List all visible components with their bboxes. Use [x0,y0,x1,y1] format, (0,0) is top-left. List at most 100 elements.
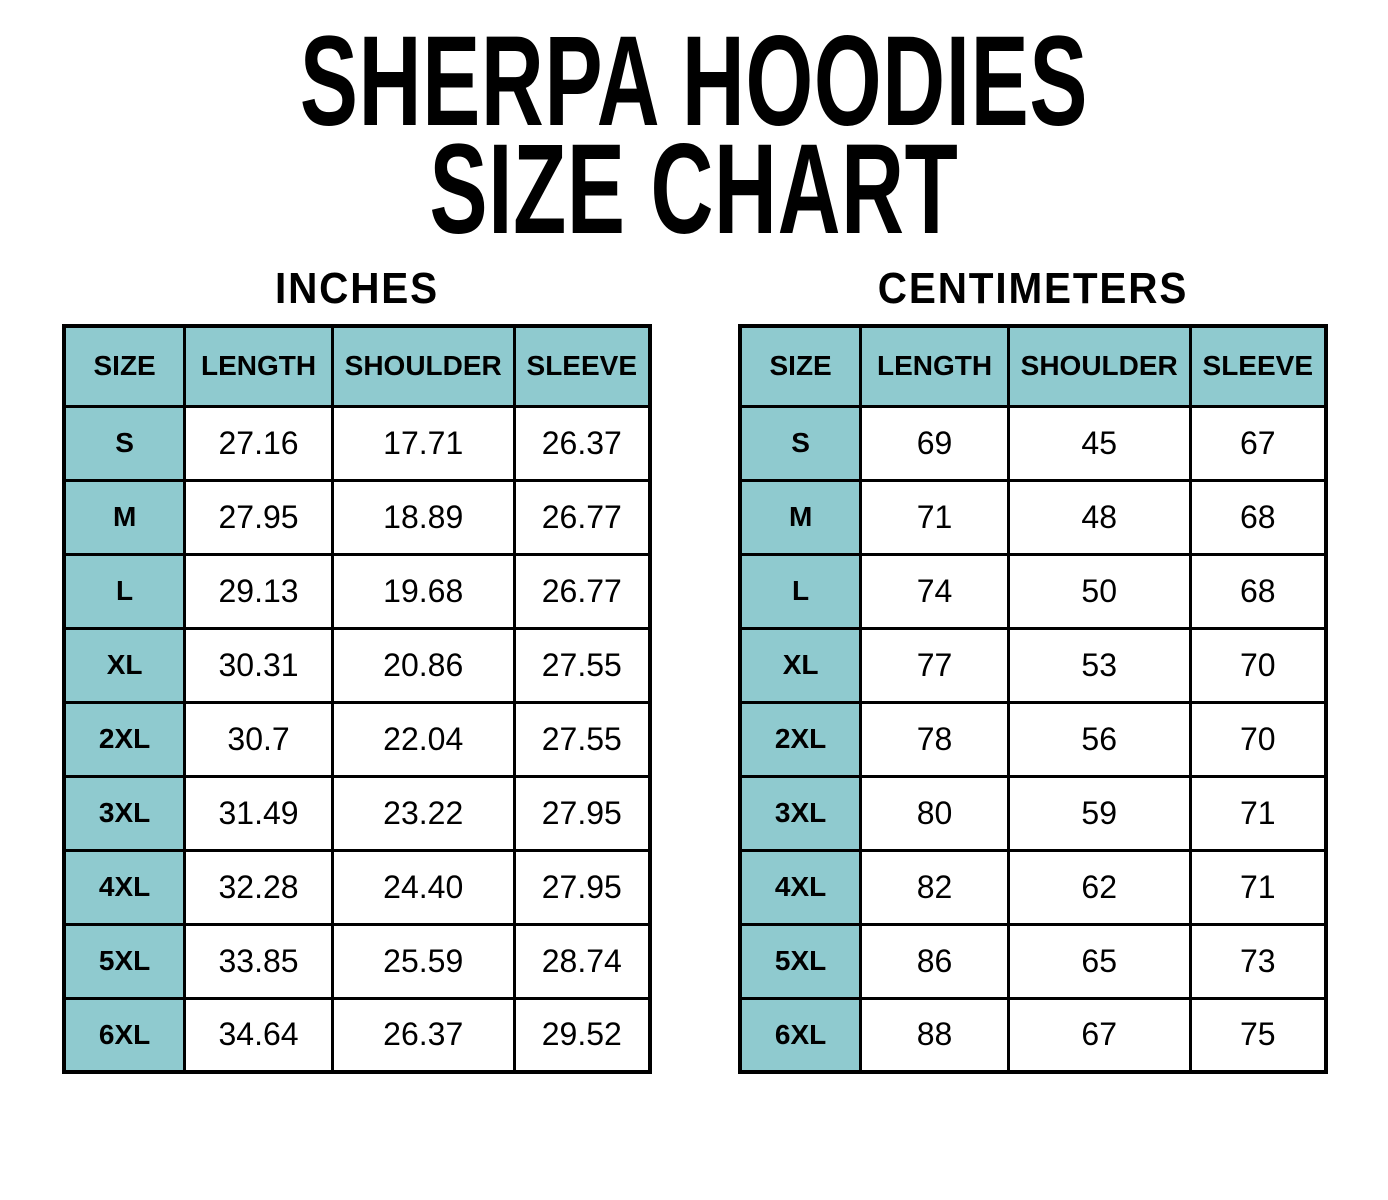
table-row: 4XL 82 62 71 [738,848,1328,926]
value-cell: 82 [859,848,1010,926]
size-label-cell: 6XL [738,996,863,1074]
centimeters-heading: CENTIMETERS [877,264,1189,313]
value-cell: 17.71 [330,404,516,482]
size-label-cell: 3XL [738,774,863,852]
value-cell: 27.55 [512,626,652,704]
table-row: M 27.95 18.89 26.77 [62,478,652,556]
inches-table-section: INCHES SIZE LENGTH SHOULDER SLEEVE S 27.16 17… [62,264,652,1074]
column-header-length: LENGTH [859,324,1010,408]
centimeters-size-table: SIZE LENGTH SHOULDER SLEEVE S 69 45 67 M 71 48 68 L… [738,324,1328,1074]
tables-container: INCHES SIZE LENGTH SHOULDER SLEEVE S 27.16 17… [0,264,1388,1074]
table-row: 3XL 31.49 23.22 27.95 [62,774,652,852]
value-cell: 18.89 [330,478,516,556]
value-cell: 33.85 [183,922,334,1000]
column-header-sleeve: SLEEVE [1188,324,1328,408]
value-cell: 67 [1006,996,1192,1074]
size-label-cell: 4XL [738,848,863,926]
column-header-shoulder: SHOULDER [330,324,516,408]
table-row: 4XL 32.28 24.40 27.95 [62,848,652,926]
size-label-cell: 6XL [62,996,187,1074]
value-cell: 75 [1188,996,1328,1074]
value-cell: 27.95 [183,478,334,556]
size-label-cell: L [738,552,863,630]
value-cell: 23.22 [330,774,516,852]
table-row: 5XL 86 65 73 [738,922,1328,1000]
size-label-cell: 4XL [62,848,187,926]
header-row: SIZE LENGTH SHOULDER SLEEVE [62,324,652,408]
column-header-shoulder: SHOULDER [1006,324,1192,408]
table-row: 6XL 88 67 75 [738,996,1328,1074]
centimeters-table-section: CENTIMETERS SIZE LENGTH SHOULDER SLEEVE S 69… [738,264,1328,1074]
page-title-line-1: SHERPA HOODIES [299,10,1089,153]
centimeters-table-header: SIZE LENGTH SHOULDER SLEEVE [738,324,1328,408]
value-cell: 71 [1188,774,1328,852]
value-cell: 20.86 [330,626,516,704]
table-row: 6XL 34.64 26.37 29.52 [62,996,652,1074]
value-cell: 27.95 [512,774,652,852]
value-cell: 27.16 [183,404,334,482]
page-title: SHERPA HOODIES SIZE CHART [0,10,1388,254]
table-row: XL 77 53 70 [738,626,1328,704]
table-row: 2XL 78 56 70 [738,700,1328,778]
value-cell: 30.7 [183,700,334,778]
value-cell: 26.37 [330,996,516,1074]
table-row: XL 30.31 20.86 27.55 [62,626,652,704]
value-cell: 68 [1188,478,1328,556]
size-label-cell: M [62,478,187,556]
value-cell: 88 [859,996,1010,1074]
value-cell: 28.74 [512,922,652,1000]
value-cell: 26.37 [512,404,652,482]
value-cell: 25.59 [330,922,516,1000]
inches-table-body: S 27.16 17.71 26.37 M 27.95 18.89 26.77 L 29.13 19… [62,404,652,1074]
value-cell: 31.49 [183,774,334,852]
column-header-size: SIZE [738,324,863,408]
size-label-cell: S [62,404,187,482]
value-cell: 68 [1188,552,1328,630]
value-cell: 71 [859,478,1010,556]
value-cell: 29.13 [183,552,334,630]
value-cell: 27.95 [512,848,652,926]
value-cell: 69 [859,404,1010,482]
value-cell: 45 [1006,404,1192,482]
value-cell: 26.77 [512,552,652,630]
size-label-cell: 2XL [62,700,187,778]
table-row: S 27.16 17.71 26.37 [62,404,652,482]
table-row: 2XL 30.7 22.04 27.55 [62,700,652,778]
value-cell: 77 [859,626,1010,704]
value-cell: 48 [1006,478,1192,556]
value-cell: 29.52 [512,996,652,1074]
value-cell: 53 [1006,626,1192,704]
value-cell: 26.77 [512,478,652,556]
value-cell: 65 [1006,922,1192,1000]
value-cell: 27.55 [512,700,652,778]
value-cell: 50 [1006,552,1192,630]
size-label-cell: M [738,478,863,556]
inches-heading: INCHES [275,264,439,313]
value-cell: 70 [1188,700,1328,778]
header-row: SIZE LENGTH SHOULDER SLEEVE [738,324,1328,408]
column-header-sleeve: SLEEVE [512,324,652,408]
table-row: M 71 48 68 [738,478,1328,556]
inches-size-table: SIZE LENGTH SHOULDER SLEEVE S 27.16 17.71 26.3… [62,324,652,1074]
size-label-cell: L [62,552,187,630]
value-cell: 19.68 [330,552,516,630]
size-label-cell: XL [738,626,863,704]
value-cell: 62 [1006,848,1192,926]
table-row: 3XL 80 59 71 [738,774,1328,852]
column-header-size: SIZE [62,324,187,408]
value-cell: 80 [859,774,1010,852]
value-cell: 74 [859,552,1010,630]
size-label-cell: 2XL [738,700,863,778]
value-cell: 78 [859,700,1010,778]
size-label-cell: 5XL [62,922,187,1000]
table-row: L 74 50 68 [738,552,1328,630]
table-row: S 69 45 67 [738,404,1328,482]
table-row: 5XL 33.85 25.59 28.74 [62,922,652,1000]
value-cell: 30.31 [183,626,334,704]
size-label-cell: 3XL [62,774,187,852]
size-label-cell: S [738,404,863,482]
table-row: L 29.13 19.68 26.77 [62,552,652,630]
column-header-length: LENGTH [183,324,334,408]
value-cell: 22.04 [330,700,516,778]
